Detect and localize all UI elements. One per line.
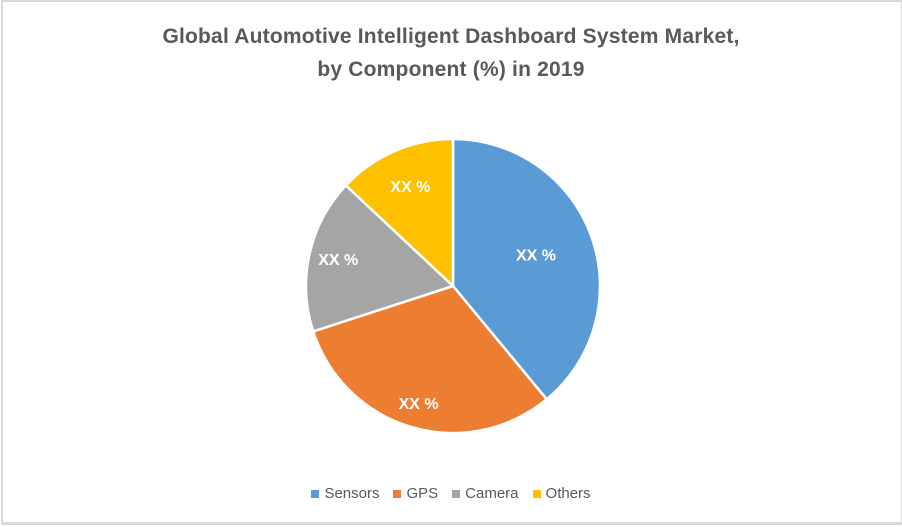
- pie-slice-sensors: [451, 137, 602, 401]
- legend-swatch-others: [532, 490, 541, 498]
- legend: Sensors GPS Camera Others: [0, 484, 902, 504]
- pie-slice-gps: [311, 284, 548, 435]
- legend-label-others: Others: [545, 485, 591, 502]
- pie-label-gps: XX %: [399, 396, 439, 413]
- legend-item-sensors: Sensors: [311, 484, 379, 504]
- legend-label-sensors: Sensors: [324, 485, 380, 502]
- legend-item-gps: GPS: [393, 484, 438, 504]
- legend-swatch-gps: [393, 490, 402, 498]
- pie-slice-camera: [304, 184, 455, 333]
- pie-label-sensors: XX %: [516, 248, 556, 265]
- legend-label-gps: GPS: [406, 485, 439, 502]
- chart-title-line2: by Component (%) in 2019: [317, 58, 585, 81]
- chart-title: Global Automotive Intelligent Dashboard …: [0, 20, 902, 86]
- legend-label-camera: Camera: [465, 485, 519, 502]
- legend-swatch-camera: [452, 490, 461, 498]
- pie-slice-others: [344, 137, 455, 288]
- pie-label-camera: XX %: [318, 252, 358, 269]
- legend-swatch-sensors: [311, 490, 320, 498]
- pie-chart: XX % XX % XX % XX %: [304, 137, 602, 435]
- chart-title-line1: Global Automotive Intelligent Dashboard …: [162, 25, 740, 48]
- pie-label-others: XX %: [390, 179, 430, 196]
- legend-item-camera: Camera: [452, 484, 519, 504]
- legend-item-others: Others: [532, 484, 591, 504]
